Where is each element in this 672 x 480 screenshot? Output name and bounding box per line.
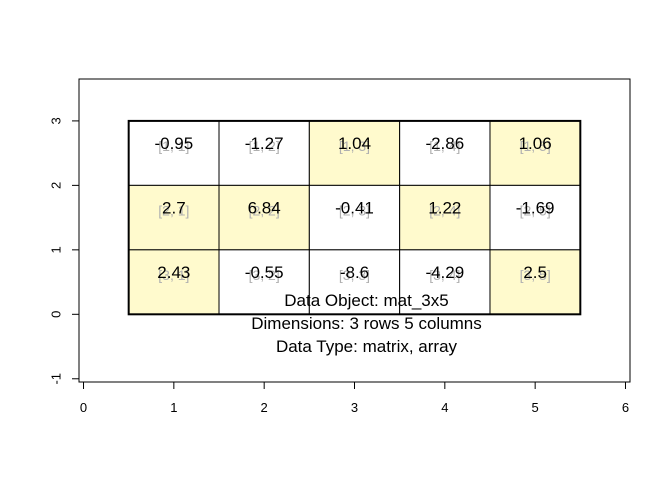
cell-index-label: [2, 5] [520,203,551,219]
cell-index-label: [3, 5] [520,267,551,283]
cell-index-label: [3, 4] [429,267,460,283]
x-tick-label: 5 [532,400,539,415]
matrix-cell [128,249,220,315]
info-line: Data Type: matrix, array [276,337,458,356]
cell-value-label: 2.43 [157,263,190,282]
x-axis: 0 1 2 3 4 5 6 [80,381,629,415]
cell-index-label: [1, 4] [429,138,460,154]
matrix-cell [128,184,220,251]
cell-index-label: [1, 3] [339,138,370,154]
matrix-cell [399,249,491,315]
cell-index-label: [1, 1] [158,138,189,154]
data-info: Data Object: mat_3x5 Dimensions: 3 rows 5… [251,291,482,356]
cell-value-label: 2.7 [162,199,186,218]
y-tick-label: 3 [49,117,64,124]
matrix-cell [399,120,491,186]
cell-value-label: -1.27 [245,134,284,153]
matrix-cell [218,120,310,186]
matrix-cell [489,249,581,315]
y-tick-label: -1 [49,373,64,385]
matrix-cell [308,120,401,186]
cell-value-label: 6.84 [248,199,281,218]
matrix-cell [308,184,401,251]
y-axis: -1 0 1 2 3 [49,117,80,385]
cell-value-label: 1.22 [428,199,461,218]
x-tick-label: 4 [441,400,448,415]
matrix-cell [399,184,491,251]
cell-value-label: -0.55 [245,263,284,282]
x-tick-label: 6 [622,400,629,415]
cell-value-label: 1.06 [519,134,552,153]
matrix-cell [218,184,310,251]
matrix-cell [489,120,581,186]
y-tick-label: 2 [49,182,64,189]
cell-value-label: -4.29 [425,263,464,282]
cell-index-label: [2, 4] [429,203,460,219]
matrix-cells: [1, 1]-0.95 [1, 2]-1.27 [1, 3]1.04 [1, 4]-2… [128,120,581,315]
cell-value-label: -0.41 [335,199,374,218]
cell-value-label: -1.69 [516,199,555,218]
matrix-cell [308,249,401,315]
x-tick-label: 3 [351,400,358,415]
cell-index-label: [3, 3] [339,267,370,283]
x-tick-label: 1 [170,400,177,415]
matrix-border [127,119,582,316]
matrix-cell [128,120,220,186]
cell-value-label: 2.5 [523,263,547,282]
cell-value-label: -0.95 [154,134,193,153]
y-tick-label: 0 [49,311,64,318]
cell-index-label: [1, 5] [520,138,551,154]
x-tick-label: 0 [80,400,87,415]
cell-index-label: [2, 3] [339,203,370,219]
cell-value-label: 1.04 [338,134,371,153]
cell-index-label: [3, 2] [249,267,280,283]
cell-value-label: -2.86 [425,134,464,153]
x-tick-label: 2 [261,400,268,415]
matrix-cell [218,249,310,315]
cell-value-label: -8.6 [340,263,369,282]
info-line: Data Object: mat_3x5 [284,291,448,310]
cell-index-label: [2, 1] [158,203,189,219]
cell-index-label: [2, 2] [249,203,280,219]
info-line: Dimensions: 3 rows 5 columns [251,314,482,333]
cell-index-label: [1, 2] [249,138,280,154]
matrix-cell [489,184,581,251]
cell-index-label: [3, 1] [158,267,189,283]
y-tick-label: 1 [49,246,64,253]
